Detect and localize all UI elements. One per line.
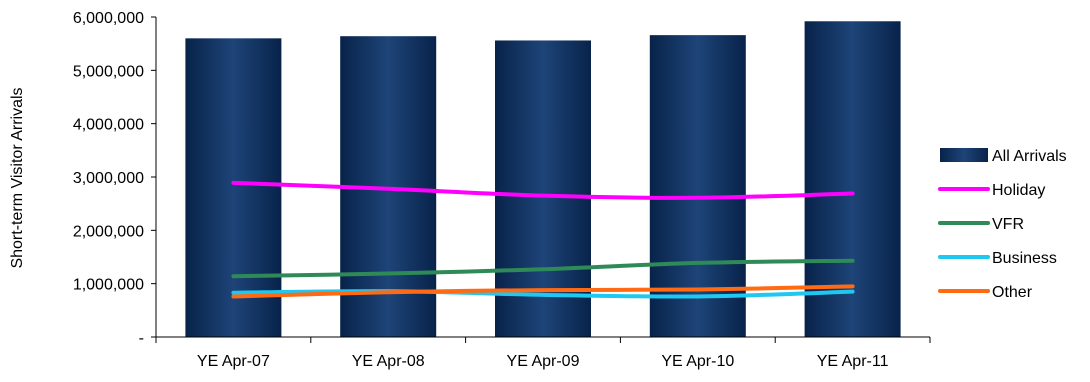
lines-layer <box>231 180 855 299</box>
line-vfr <box>231 258 855 279</box>
y-tick-label: 5,000,000 <box>73 63 144 80</box>
line-business <box>231 289 855 299</box>
legend-swatch-all-arrivals <box>940 148 988 162</box>
legend-label-business: Business <box>992 250 1057 267</box>
y-tick-label: 1,000,000 <box>73 277 144 294</box>
legend-label-other: Other <box>992 284 1033 301</box>
bar-ye-apr-10 <box>649 35 746 338</box>
x-tick-label: YE Apr-07 <box>197 353 270 370</box>
bar-ye-apr-07 <box>185 38 282 337</box>
y-axis-title: Short-term Visitor Arrivals <box>9 87 26 268</box>
x-tick-label: YE Apr-08 <box>352 353 425 370</box>
bar-ye-apr-11 <box>804 21 901 338</box>
line-holiday <box>231 180 855 200</box>
line-other <box>231 284 855 299</box>
legend-label-all-arrivals: All Arrivals <box>992 148 1067 165</box>
y-tick-label: 4,000,000 <box>73 117 144 134</box>
x-tick-label: YE Apr-10 <box>661 353 734 370</box>
y-tick-label: 3,000,000 <box>73 170 144 187</box>
legend-label-holiday: Holiday <box>992 182 1045 199</box>
x-tick-label: YE Apr-11 <box>817 353 889 370</box>
y-tick-label: 6,000,000 <box>73 10 144 27</box>
y-tick-label: 2,000,000 <box>73 223 144 240</box>
ticks-layer: - 1,000,000 2,000,000 3,000,000 4,000,000 5,0… <box>73 10 931 370</box>
legend: All Arrivals Holiday VFR Business Other <box>938 148 1067 301</box>
legend-label-vfr: VFR <box>992 216 1024 233</box>
y-tick-label: - <box>139 330 144 347</box>
bar-ye-apr-09 <box>495 40 591 337</box>
x-tick-label: YE Apr-09 <box>507 353 580 370</box>
